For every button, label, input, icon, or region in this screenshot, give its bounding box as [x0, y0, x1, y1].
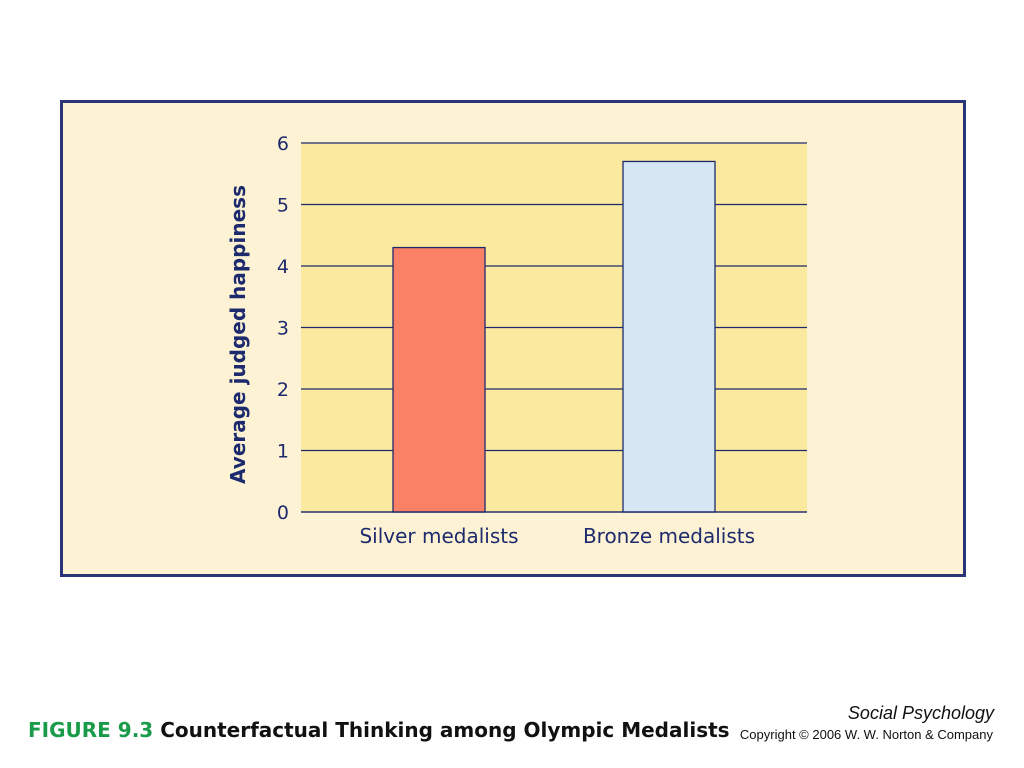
bar-chart: 0 1 2 3 4 5 6 Silver medalists Bronze medalists…: [226, 133, 807, 548]
bars: [301, 160, 807, 513]
y-tick-label: 4: [277, 256, 289, 278]
y-tick-label: 0: [277, 502, 289, 524]
y-tick-labels: 0 1 2 3 4 5 6: [277, 133, 289, 524]
x-category-labels: Silver medalists Bronze medalists: [359, 524, 755, 548]
x-category-label: Silver medalists: [359, 524, 518, 548]
book-title: Social Psychology: [847, 703, 994, 723]
y-axis-label: Average judged happiness: [226, 185, 250, 484]
y-tick-label: 1: [277, 441, 289, 463]
y-tick-label: 2: [277, 379, 289, 401]
figure-number: FIGURE 9.3: [28, 718, 154, 742]
y-tick-label: 6: [277, 133, 289, 155]
bar-silver-medalists: [392, 246, 486, 513]
y-tick-label: 3: [277, 318, 289, 340]
figure-title: Counterfactual Thinking among Olympic Me…: [160, 718, 730, 742]
bar-bronze-medalists: [622, 160, 716, 513]
y-tick-label: 5: [277, 195, 289, 217]
x-category-label: Bronze medalists: [583, 524, 755, 548]
figure-caption: FIGURE 9.3 Counterfactual Thinking among…: [28, 718, 730, 742]
figure-frame: 0 1 2 3 4 5 6 Silver medalists Bronze medalists…: [60, 100, 966, 577]
copyright-notice: Copyright © 2006 W. W. Norton & Company: [739, 727, 993, 742]
